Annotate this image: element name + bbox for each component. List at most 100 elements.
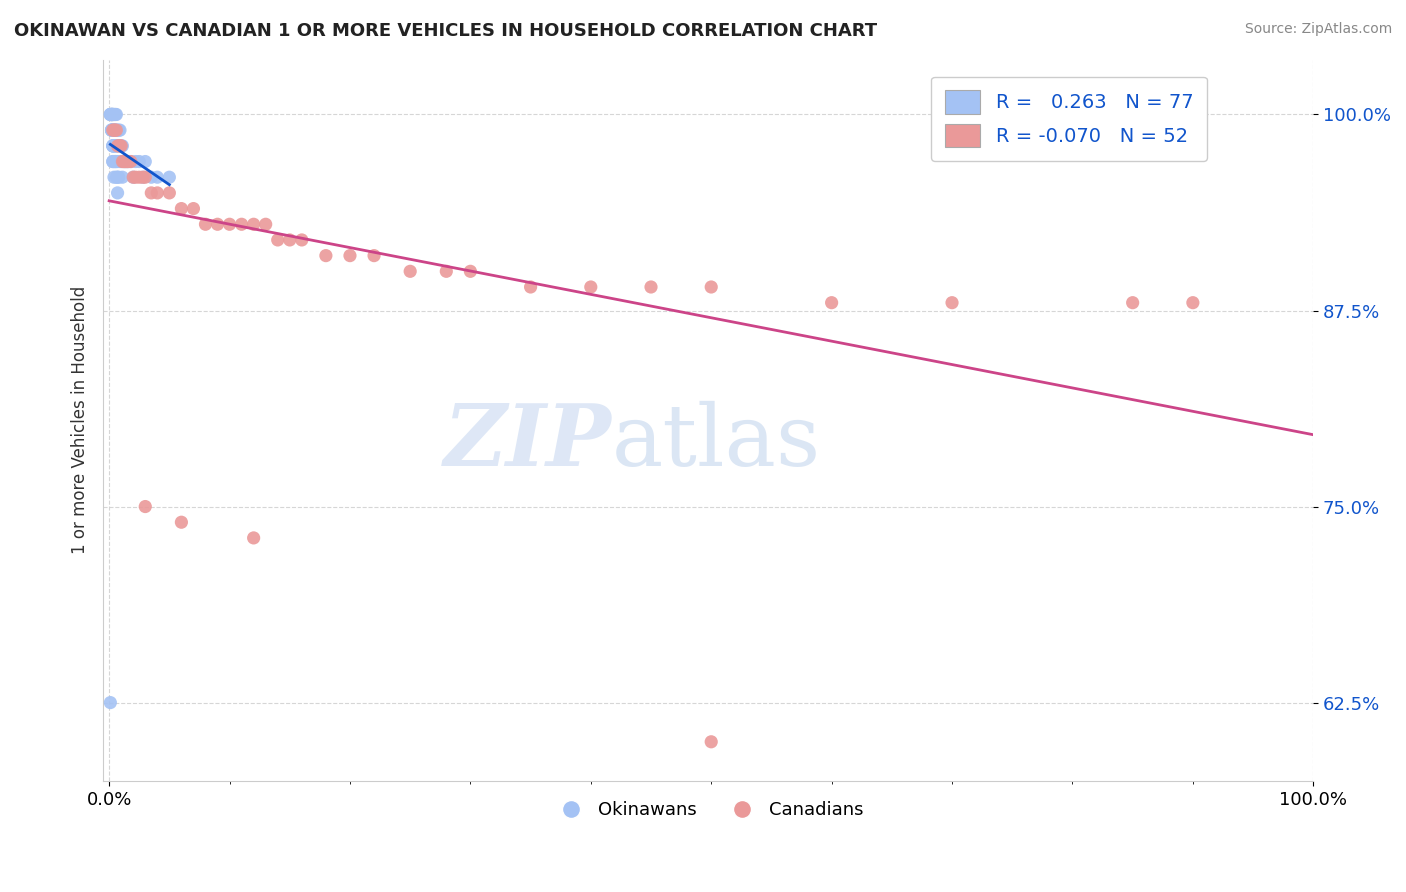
Point xyxy=(141,170,163,185)
Point xyxy=(291,233,314,247)
Point xyxy=(108,139,131,153)
Point xyxy=(146,186,169,200)
Point xyxy=(519,280,541,294)
Point xyxy=(100,107,122,121)
Point xyxy=(103,139,125,153)
Point xyxy=(115,154,138,169)
Point xyxy=(98,107,121,121)
Point xyxy=(101,123,124,137)
Point xyxy=(141,186,163,200)
Point xyxy=(231,217,253,231)
Point xyxy=(132,170,155,185)
Point xyxy=(103,107,125,121)
Point xyxy=(218,217,240,231)
Point xyxy=(103,123,125,137)
Point xyxy=(103,107,125,121)
Point xyxy=(640,280,662,294)
Point xyxy=(105,170,128,185)
Point xyxy=(101,107,124,121)
Point xyxy=(100,123,122,137)
Legend: Okinawans, Canadians: Okinawans, Canadians xyxy=(546,794,870,826)
Text: atlas: atlas xyxy=(612,401,821,483)
Point xyxy=(128,154,150,169)
Point xyxy=(170,515,193,529)
Point xyxy=(110,139,132,153)
Point xyxy=(104,139,127,153)
Point xyxy=(124,170,146,185)
Point xyxy=(98,696,121,710)
Point xyxy=(1122,295,1144,310)
Point xyxy=(100,107,122,121)
Point xyxy=(100,123,122,137)
Point xyxy=(114,154,136,169)
Text: ZIP: ZIP xyxy=(443,401,612,483)
Point xyxy=(101,107,124,121)
Point xyxy=(194,217,217,231)
Point xyxy=(122,170,145,185)
Point xyxy=(104,123,127,137)
Text: Source: ZipAtlas.com: Source: ZipAtlas.com xyxy=(1244,22,1392,37)
Point xyxy=(100,107,122,121)
Text: OKINAWAN VS CANADIAN 1 OR MORE VEHICLES IN HOUSEHOLD CORRELATION CHART: OKINAWAN VS CANADIAN 1 OR MORE VEHICLES … xyxy=(14,22,877,40)
Point xyxy=(103,139,125,153)
Point xyxy=(107,123,129,137)
Point xyxy=(100,107,122,121)
Point xyxy=(103,123,125,137)
Point xyxy=(101,123,124,137)
Point xyxy=(101,107,124,121)
Point xyxy=(100,123,122,137)
Point xyxy=(108,154,131,169)
Point xyxy=(111,170,134,185)
Point xyxy=(315,249,337,263)
Point xyxy=(108,123,131,137)
Point xyxy=(339,249,361,263)
Point xyxy=(104,107,127,121)
Y-axis label: 1 or more Vehicles in Household: 1 or more Vehicles in Household xyxy=(72,286,89,555)
Point xyxy=(254,217,277,231)
Point xyxy=(207,217,229,231)
Point xyxy=(107,186,129,200)
Point xyxy=(115,154,138,169)
Point xyxy=(101,139,124,153)
Point xyxy=(98,107,121,121)
Point xyxy=(107,139,129,153)
Point xyxy=(101,139,124,153)
Point xyxy=(122,170,145,185)
Point xyxy=(103,123,125,137)
Point xyxy=(101,107,124,121)
Point xyxy=(101,154,124,169)
Point xyxy=(104,139,127,153)
Point xyxy=(105,123,128,137)
Point xyxy=(1181,295,1204,310)
Point xyxy=(120,154,142,169)
Point xyxy=(114,154,136,169)
Point xyxy=(579,280,602,294)
Point xyxy=(111,139,134,153)
Point xyxy=(170,202,193,216)
Point xyxy=(105,154,128,169)
Point xyxy=(101,107,124,121)
Point xyxy=(460,264,482,278)
Point xyxy=(110,139,132,153)
Point xyxy=(117,154,139,169)
Point xyxy=(107,154,129,169)
Point xyxy=(112,154,135,169)
Point xyxy=(104,123,127,137)
Point xyxy=(267,233,290,247)
Point xyxy=(100,123,122,137)
Point xyxy=(278,233,301,247)
Point xyxy=(399,264,422,278)
Point xyxy=(100,107,122,121)
Point xyxy=(103,170,125,185)
Point xyxy=(104,154,127,169)
Point xyxy=(242,531,264,545)
Point xyxy=(820,295,842,310)
Point xyxy=(103,154,125,169)
Point xyxy=(107,170,129,185)
Point xyxy=(107,170,129,185)
Point xyxy=(104,154,127,169)
Point xyxy=(110,154,132,169)
Point xyxy=(115,154,138,169)
Point xyxy=(700,735,723,749)
Point xyxy=(700,280,723,294)
